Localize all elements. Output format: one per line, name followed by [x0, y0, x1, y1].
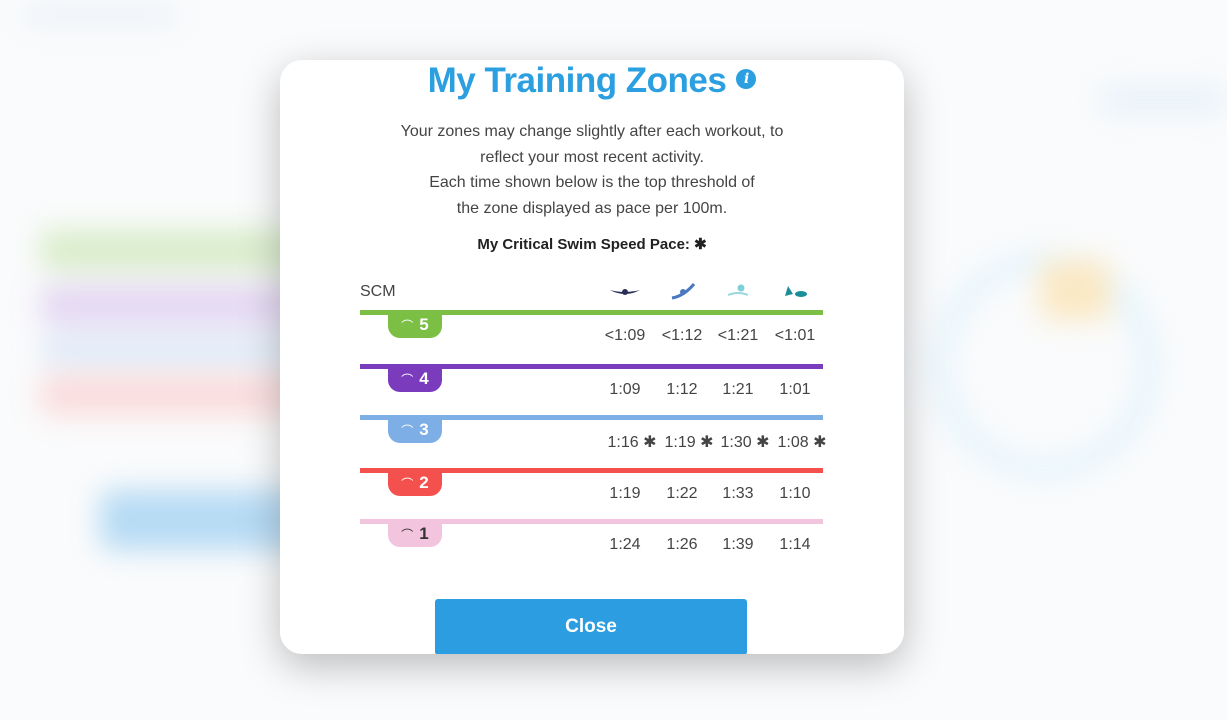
- zone-bar: [360, 310, 823, 315]
- zone-4-row: ⌒ 4: [360, 364, 823, 392]
- zone-pace-value: 1:24: [609, 536, 641, 553]
- zone-pace-value: 1:09: [609, 381, 641, 398]
- zone-5-row: ⌒ 5: [360, 310, 823, 338]
- backstroke-icon: [671, 283, 696, 300]
- butterfly-icon: [610, 289, 640, 295]
- zone-badge: ⌒ 5: [388, 314, 442, 338]
- zone-bar: [360, 415, 823, 420]
- breaststroke-icon: [727, 284, 749, 296]
- zone-3-row: ⌒ 3: [360, 415, 823, 443]
- zone-pace-value: 1:16 ✱: [607, 434, 657, 451]
- zone-bar: [360, 519, 823, 524]
- gauge-icon: ⌒: [401, 477, 414, 491]
- zone-pace-value: 1:21: [722, 381, 754, 398]
- gauge-icon: ⌒: [401, 373, 414, 387]
- zone-pace-value: 1:10: [779, 485, 811, 502]
- zone-badge: ⌒ 4: [388, 368, 442, 392]
- zone-pace-value: <1:21: [717, 327, 759, 344]
- gauge-icon: ⌒: [401, 424, 414, 438]
- zone-pace-value: 1:39: [722, 536, 754, 553]
- gauge-icon: ⌒: [401, 319, 414, 333]
- training-zones-dialog: My Training Zones i Your zones may change…: [280, 60, 904, 654]
- zone-pace-value: 1:14: [779, 536, 811, 553]
- zone-bar: [360, 364, 823, 369]
- zone-1-row: ⌒ 1: [360, 519, 823, 547]
- zone-pace-value: 1:08 ✱: [777, 434, 827, 451]
- zone-pace-value: <1:09: [604, 327, 646, 344]
- zone-pace-value: <1:01: [774, 327, 816, 344]
- description: Your zones may change slightly after eac…: [400, 123, 784, 217]
- zone-pace-value: 1:30 ✱: [720, 434, 770, 451]
- dialog-title: My Training Zones i: [280, 60, 904, 102]
- zone-pace-value: <1:12: [661, 327, 703, 344]
- zone-badge: ⌒ 1: [388, 523, 442, 547]
- gauge-icon: ⌒: [401, 528, 414, 542]
- zone-pace-value: 1:19 ✱: [664, 434, 714, 451]
- info-icon[interactable]: i: [736, 68, 757, 89]
- zone-pace-value: 1:19: [609, 485, 641, 502]
- zone-2-row: ⌒ 2: [360, 468, 823, 496]
- pool-unit-label: SCM: [360, 283, 396, 300]
- zone-badge: ⌒ 2: [388, 472, 442, 496]
- zone-pace-value: 1:12: [666, 381, 698, 398]
- critical-swim-speed-label: My Critical Swim Speed Pace: ✱: [477, 236, 707, 253]
- zone-badge: ⌒ 3: [388, 419, 442, 443]
- close-button[interactable]: Close: [435, 599, 747, 654]
- zone-pace-value: 1:33: [722, 485, 754, 502]
- zone-pace-value: 1:01: [779, 381, 811, 398]
- zone-pace-value: 1:26: [666, 536, 698, 553]
- zone-bar: [360, 468, 823, 473]
- freestyle-icon: [785, 286, 807, 297]
- zone-pace-value: 1:22: [666, 485, 698, 502]
